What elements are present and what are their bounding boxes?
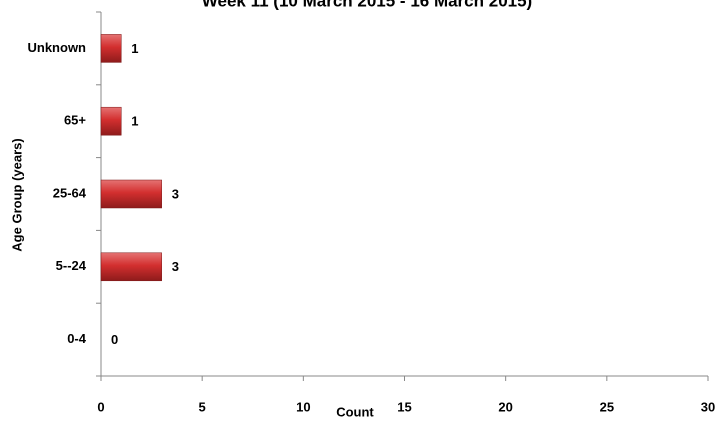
bar	[100, 106, 122, 136]
bar	[100, 34, 122, 63]
y-axis-title: Age Group (years)	[9, 138, 24, 251]
x-tick-label: 0	[97, 399, 104, 414]
y-tick-label: 65+	[64, 113, 86, 128]
x-tick-label: 25	[600, 399, 614, 414]
y-tick-label: 25-64	[53, 185, 87, 200]
value-label: 1	[131, 114, 138, 129]
value-label: 0	[111, 332, 118, 347]
x-tick-label: 20	[498, 399, 512, 414]
value-label: 3	[172, 259, 179, 274]
chart-title: Week 11 (10 March 2015 - 16 March 2015)	[202, 0, 532, 10]
x-tick-label: 5	[199, 399, 206, 414]
x-axis-title: Count	[336, 404, 374, 419]
y-tick-label: 5--24	[56, 258, 87, 273]
y-tick-label: Unknown	[28, 40, 87, 55]
x-tick-label: 30	[701, 399, 715, 414]
x-tick-label: 10	[296, 399, 310, 414]
value-label: 1	[131, 41, 138, 56]
y-tick-label: 0-4	[67, 331, 87, 346]
bar	[100, 179, 162, 209]
bar	[100, 252, 162, 282]
value-label: 3	[172, 186, 179, 201]
x-tick-label: 15	[397, 399, 411, 414]
